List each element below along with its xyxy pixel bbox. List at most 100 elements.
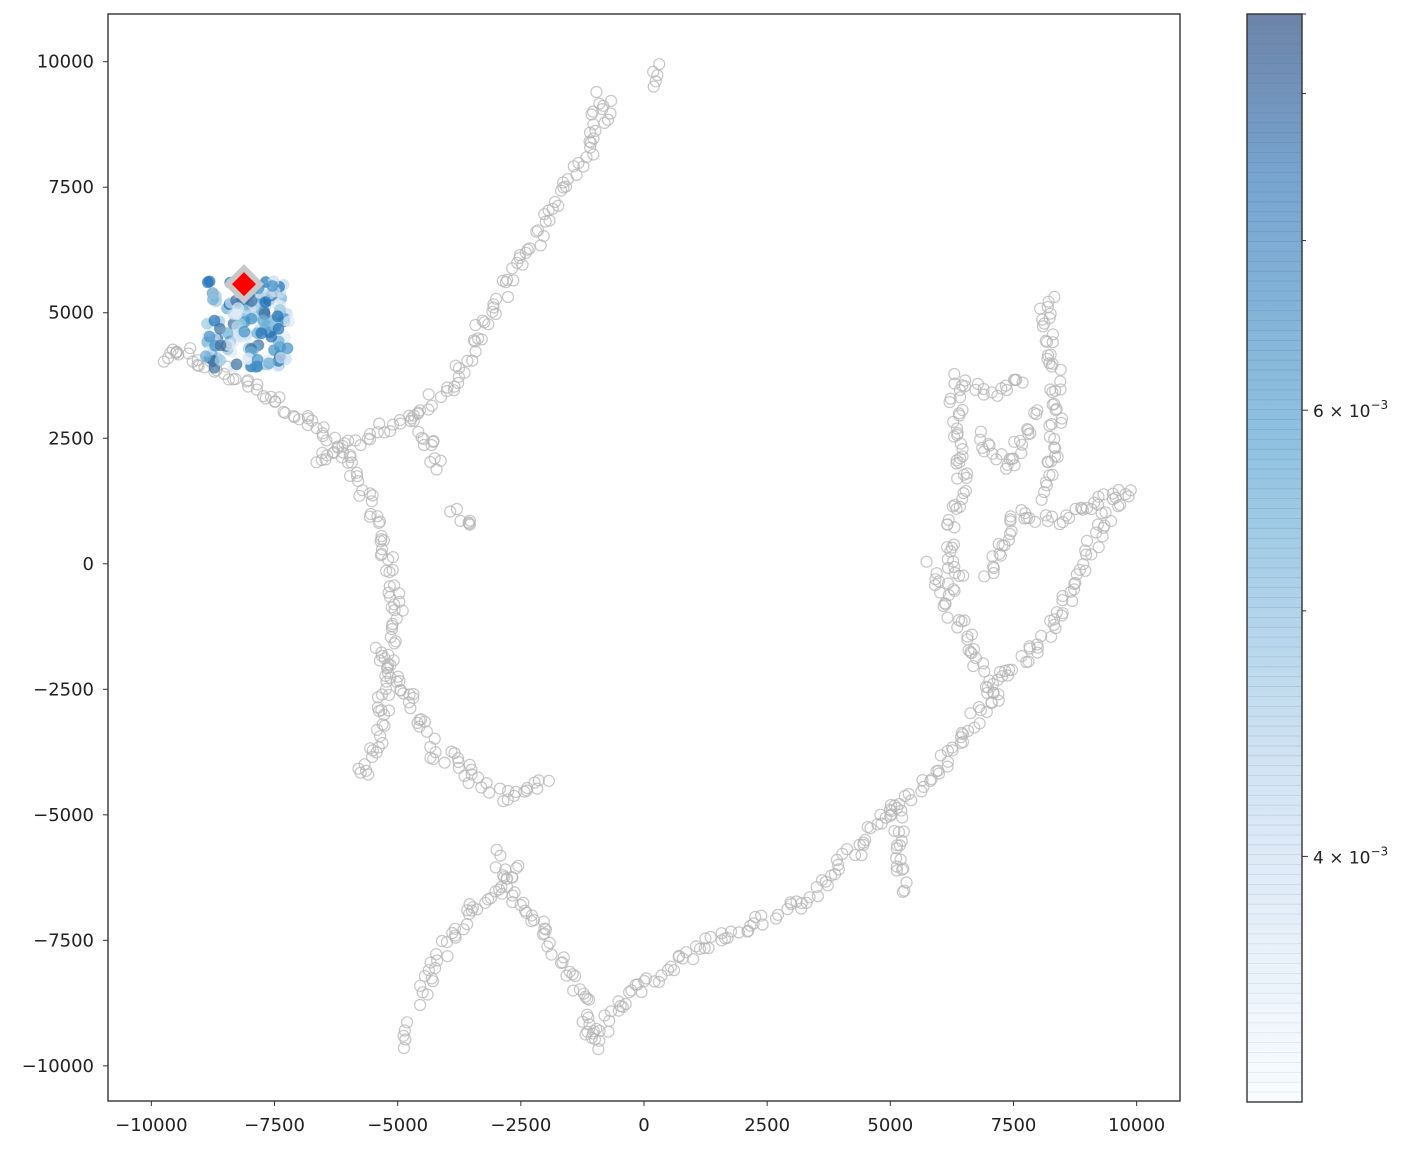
- colorbar-gradient: [1247, 14, 1302, 1102]
- data-point: [431, 954, 444, 967]
- data-point: [1049, 442, 1062, 455]
- data-point: [448, 380, 461, 393]
- data-point: [905, 794, 918, 807]
- highlight-point: [199, 350, 212, 363]
- colorbar-frame: [1246, 13, 1303, 1103]
- data-point: [440, 385, 453, 398]
- data-point: [828, 867, 842, 881]
- data-point: [593, 97, 606, 110]
- data-point: [458, 769, 471, 783]
- data-point: [896, 885, 909, 899]
- data-point: [373, 654, 386, 667]
- data-point: [388, 598, 401, 611]
- data-point: [501, 290, 515, 304]
- data-point: [1043, 419, 1056, 432]
- data-point: [373, 417, 386, 430]
- highlight-point: [230, 358, 243, 371]
- data-point: [1005, 524, 1018, 538]
- data-point: [486, 305, 499, 318]
- data-point: [489, 861, 502, 874]
- data-point: [435, 934, 448, 948]
- x-tick-label: 0: [638, 1115, 649, 1136]
- data-point: [1008, 459, 1021, 472]
- data-point: [530, 225, 543, 238]
- data-point: [647, 80, 660, 93]
- data-point: [992, 694, 1005, 707]
- data-point: [570, 168, 583, 181]
- data-point: [1085, 503, 1098, 516]
- data-point: [1065, 594, 1079, 608]
- data-point: [897, 825, 910, 838]
- data-point: [501, 872, 514, 885]
- data-point: [420, 725, 433, 738]
- data-point: [242, 380, 255, 393]
- data-point: [462, 776, 475, 790]
- data-point: [1028, 406, 1041, 419]
- data-point: [538, 208, 551, 221]
- data-point: [811, 890, 825, 903]
- data-point: [920, 555, 933, 568]
- data-point: [961, 630, 974, 643]
- x-tick-label: −5000: [367, 1115, 428, 1136]
- data-point: [1054, 363, 1067, 376]
- y-tick-label: 2500: [48, 428, 94, 449]
- colorbar-tick-label: 6 × 10−3: [1313, 398, 1388, 422]
- data-point: [1005, 663, 1019, 677]
- data-point: [1003, 527, 1017, 541]
- data-point: [378, 719, 391, 732]
- data-point: [386, 563, 399, 577]
- data-point: [301, 410, 314, 423]
- data-point: [441, 950, 454, 963]
- data-point: [928, 579, 942, 592]
- data-point: [896, 863, 909, 876]
- data-point: [401, 1016, 414, 1029]
- data-point: [884, 809, 897, 823]
- data-point: [704, 930, 717, 944]
- data-point: [507, 274, 520, 287]
- data-point: [954, 731, 968, 744]
- data-point: [1050, 402, 1063, 416]
- data-point: [545, 948, 558, 961]
- data-point: [586, 105, 600, 118]
- data-point: [916, 773, 929, 787]
- data-point: [512, 859, 525, 872]
- data-point: [557, 951, 570, 964]
- highlight-point: [238, 325, 251, 338]
- data-point: [942, 513, 955, 527]
- data-point: [345, 456, 358, 469]
- highlight-point: [245, 312, 258, 325]
- data-point: [388, 604, 401, 617]
- highlight-point: [214, 354, 227, 367]
- data-point: [952, 613, 966, 627]
- data-point: [192, 359, 205, 372]
- data-point: [892, 825, 906, 839]
- highlight-point: [255, 327, 268, 340]
- data-point: [375, 688, 389, 701]
- data-point: [672, 949, 686, 963]
- data-point: [1069, 576, 1082, 589]
- data-point: [664, 960, 678, 973]
- data-point: [993, 665, 1007, 679]
- highlight-point: [266, 280, 279, 292]
- data-point: [953, 500, 967, 513]
- data-point: [952, 407, 966, 420]
- data-point: [1040, 335, 1054, 348]
- data-point: [1004, 510, 1017, 523]
- data-point: [1033, 302, 1047, 315]
- data-point: [1055, 412, 1069, 425]
- data-point: [328, 446, 341, 459]
- plot-background: [108, 14, 1180, 1101]
- data-point: [1099, 506, 1112, 519]
- data-point: [890, 839, 904, 852]
- data-point: [430, 463, 443, 476]
- data-point: [538, 927, 551, 940]
- data-point: [1022, 655, 1035, 668]
- data-point: [986, 560, 1000, 573]
- data-point: [1000, 383, 1014, 397]
- data-point: [955, 726, 968, 740]
- data-point: [450, 502, 463, 516]
- data-point: [795, 896, 808, 910]
- data-point: [864, 822, 877, 835]
- x-tick-label: 2500: [744, 1115, 790, 1136]
- data-point: [1041, 300, 1054, 314]
